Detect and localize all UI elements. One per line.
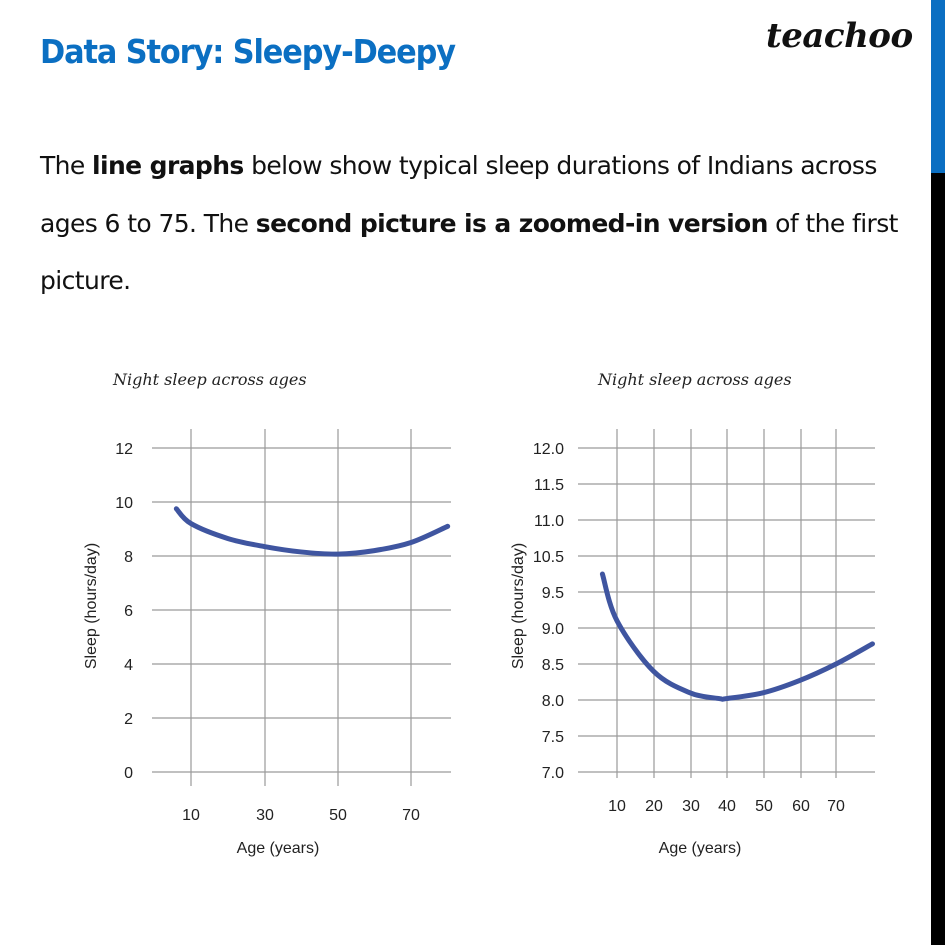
page-title: Data Story: Sleepy-Deepy <box>40 32 456 71</box>
x-tick-label: 70 <box>827 798 845 815</box>
right-chart-grid <box>578 429 875 778</box>
right-chart-y-ticks: 12.0 11.5 11.0 10.5 9.5 9.0 8.5 8.0 7.5 7.0 <box>533 441 564 782</box>
y-tick-label: 10 <box>115 495 133 512</box>
intro-paragraph: The line graphs below show typical sleep… <box>40 137 910 310</box>
right-chart: Night sleep across ages 12.0 11.5 11.0 10.5… <box>510 370 875 857</box>
y-tick-label: 4 <box>124 657 133 674</box>
x-tick-label: 20 <box>645 798 663 815</box>
para-text-2: below show typical sleep durations of In… <box>40 151 877 238</box>
x-tick-label: 30 <box>256 807 274 824</box>
left-chart-sleep-line <box>173 506 451 557</box>
right-chart-y-axis-label: Sleep (hours/day) <box>510 543 527 669</box>
y-tick-label: 9.5 <box>542 585 564 602</box>
y-tick-label: 12 <box>115 441 133 458</box>
y-tick-label: 9.0 <box>542 621 564 638</box>
left-chart-x-ticks: 10 30 50 70 <box>182 807 420 824</box>
right-edge-strip <box>931 0 945 945</box>
x-tick-label: 30 <box>682 798 700 815</box>
y-tick-label: 11.0 <box>534 513 564 530</box>
x-tick-label: 10 <box>182 807 200 824</box>
x-tick-label: 50 <box>755 798 773 815</box>
y-tick-label: 8.0 <box>542 693 564 710</box>
y-tick-label: 12.0 <box>533 441 564 458</box>
y-tick-label: 10.5 <box>533 549 564 566</box>
y-tick-label: 8 <box>124 549 133 566</box>
right-chart-x-ticks: 10 20 30 40 50 60 70 <box>608 798 845 815</box>
left-chart-grid <box>152 429 451 786</box>
x-tick-label: 10 <box>608 798 626 815</box>
y-tick-label: 0 <box>124 765 133 782</box>
right-chart-x-axis-label: Age (years) <box>659 840 742 857</box>
y-tick-label: 8.5 <box>542 657 564 674</box>
y-tick-label: 11.5 <box>534 477 564 494</box>
teachoo-logo: teachoo <box>766 16 913 56</box>
para-bold-line-graphs: line graphs <box>92 151 244 180</box>
right-chart-title: Night sleep across ages <box>597 370 792 389</box>
left-chart: Night sleep across ages 12 10 8 6 4 2 0 10 30 50… <box>83 370 451 857</box>
right-edge-accent-bar <box>931 0 945 173</box>
x-tick-label: 50 <box>329 807 347 824</box>
para-bold-zoomed-version: second picture is a zoomed-in version <box>255 208 769 238</box>
y-tick-label: 2 <box>124 711 133 728</box>
left-chart-y-axis-label: Sleep (hours/day) <box>83 543 100 669</box>
y-tick-label: 7.5 <box>542 729 564 746</box>
para-text-3: of the first picture. <box>40 208 898 296</box>
x-tick-label: 70 <box>402 807 420 824</box>
para-text-1: The <box>40 151 93 180</box>
left-chart-title: Night sleep across ages <box>112 370 307 389</box>
left-chart-x-axis-label: Age (years) <box>237 840 320 857</box>
left-chart-y-ticks: 12 10 8 6 4 2 0 <box>115 441 133 782</box>
y-tick-label: 6 <box>124 603 133 620</box>
right-chart-sleep-line <box>599 571 875 702</box>
y-tick-label: 7.0 <box>542 765 564 782</box>
x-tick-label: 60 <box>792 798 810 815</box>
x-tick-label: 40 <box>718 798 736 815</box>
